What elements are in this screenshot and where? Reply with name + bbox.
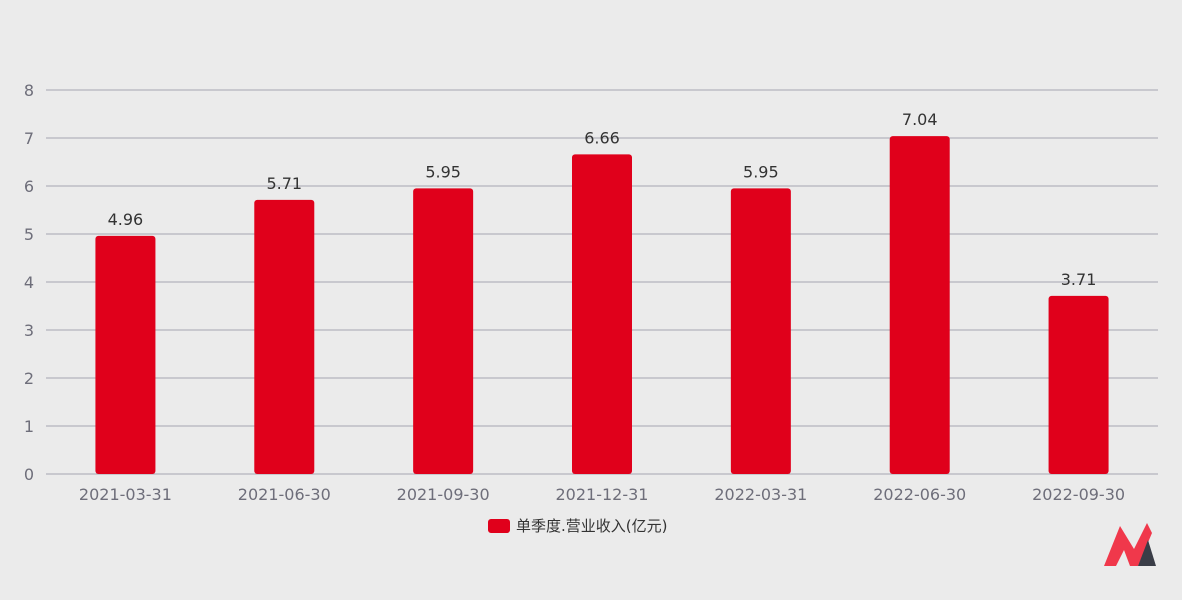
bar[interactable] — [95, 235, 156, 474]
data-label: 5.95 — [743, 162, 779, 181]
bar[interactable] — [730, 188, 791, 474]
data-label: 5.95 — [425, 162, 461, 181]
data-label: 7.04 — [902, 110, 938, 129]
y-tick-label: 4 — [24, 273, 34, 292]
y-axis: 0 1 2 3 4 5 6 7 8 — [24, 81, 34, 484]
y-tick-label: 6 — [24, 177, 34, 196]
y-tick-label: 7 — [24, 129, 34, 148]
bar[interactable] — [254, 199, 315, 475]
y-tick-label: 1 — [24, 417, 34, 436]
legend[interactable]: 单季度.营业收入(亿元) — [488, 517, 667, 535]
data-label: 3.71 — [1061, 270, 1097, 289]
bar[interactable] — [1048, 295, 1109, 474]
x-axis: 2021-03-31 2021-06-30 2021-09-30 2021-12-31… — [79, 485, 1125, 504]
x-tick-label: 2022-09-30 — [1032, 485, 1125, 504]
y-tick-label: 2 — [24, 369, 34, 388]
data-label: 4.96 — [108, 210, 144, 229]
brand-logo-icon — [1104, 523, 1156, 566]
bar[interactable] — [413, 188, 474, 474]
legend-label: 单季度.营业收入(亿元) — [516, 517, 667, 535]
legend-swatch — [488, 519, 510, 533]
x-tick-label: 2022-03-31 — [714, 485, 807, 504]
data-label: 6.66 — [584, 128, 620, 147]
y-tick-label: 3 — [24, 321, 34, 340]
x-tick-label: 2021-09-30 — [397, 485, 490, 504]
data-labels: 4.96 5.71 5.95 6.66 5.95 7.04 3.71 — [108, 110, 1097, 289]
data-label: 5.71 — [266, 174, 302, 193]
bars — [95, 136, 1109, 475]
y-tick-label: 0 — [24, 465, 34, 484]
x-tick-label: 2021-12-31 — [556, 485, 649, 504]
bar[interactable] — [889, 136, 950, 474]
y-tick-label: 8 — [24, 81, 34, 100]
x-tick-label: 2021-06-30 — [238, 485, 331, 504]
bar[interactable] — [572, 154, 632, 474]
x-tick-label: 2022-06-30 — [873, 485, 966, 504]
y-tick-label: 5 — [24, 225, 34, 244]
x-tick-label: 2021-03-31 — [79, 485, 172, 504]
